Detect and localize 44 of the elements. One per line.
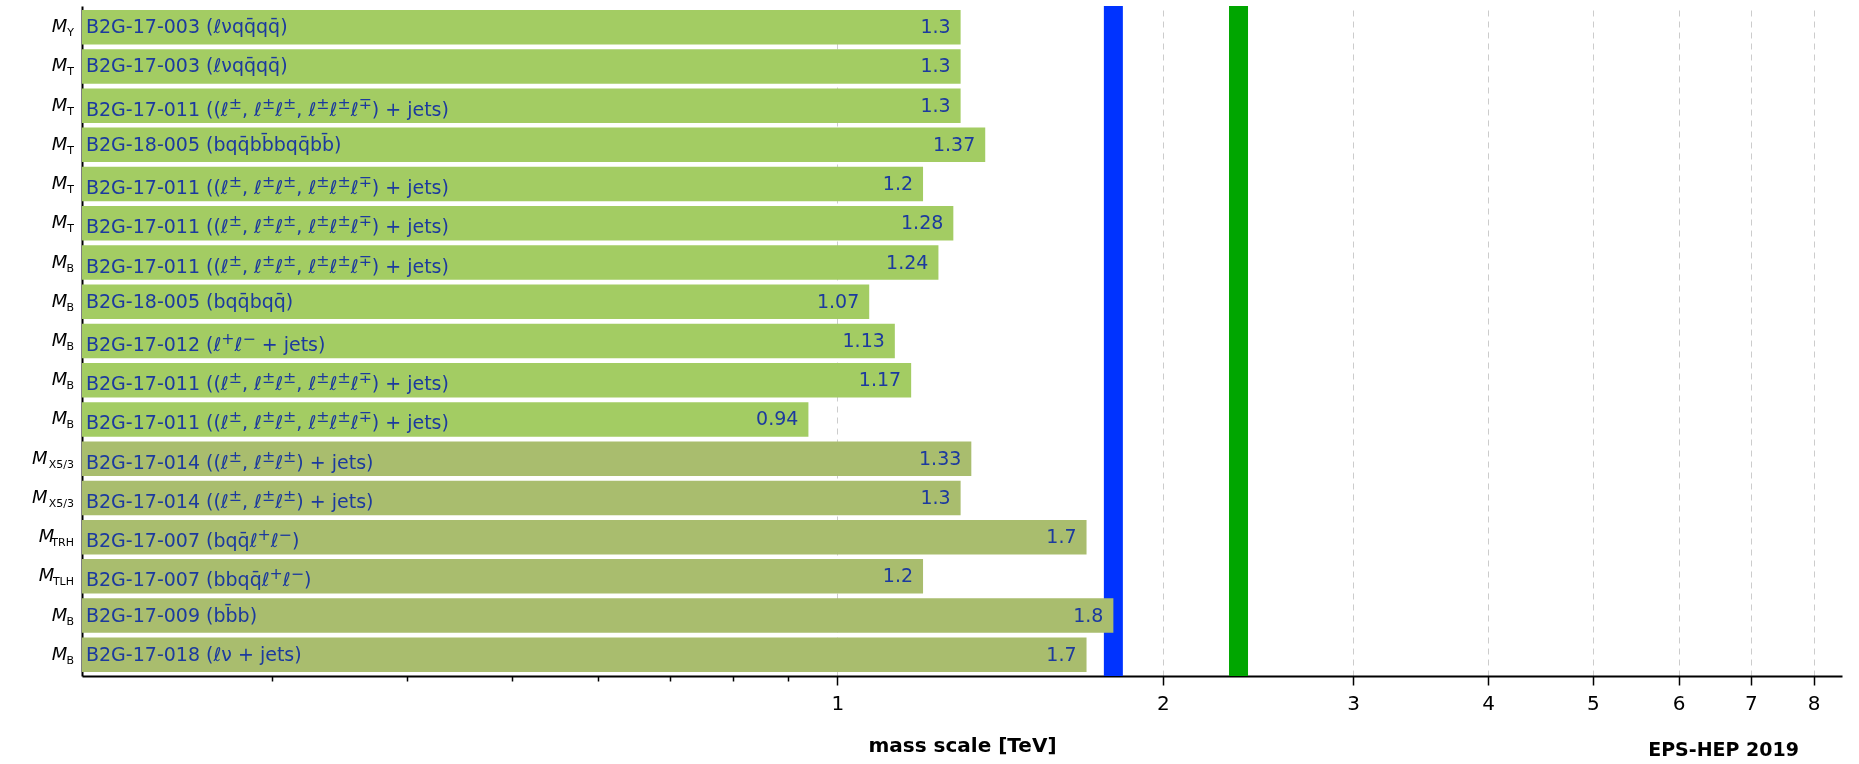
text: B2G-17-011 ((ℓ$^{±}$, ℓ$^{±}$ℓ$^{±}$, ℓ$^{±}$ℓ$^{±}$ℓ$^{∓}$) + jets) [86,211,449,238]
x-tick-label: 3 [1347,690,1361,715]
data-label: 1.7 [1046,642,1077,665]
data-label: 1.37 [932,132,976,155]
text: B2G-17-011 ((ℓ$^{±}$, ℓ$^{±}$ℓ$^{±}$, ℓ$^{±}$ℓ$^{±}$ℓ$^{∓}$) + jets) [86,250,449,277]
data-label: 1.3 [920,54,951,77]
annotation: B2G-18-005 (bqq̄bqq̄) [86,289,294,312]
annotation: B2G-17-007 (bbqq̄ℓ$^{+}$ℓ$^{−}$) [86,564,312,591]
data-label: 1.2 [882,564,914,587]
annotation: B2G-17-012 (ℓ$^{+}$ℓ$^{−}$ + jets) [86,329,326,356]
text: B2G-17-011 ((ℓ$^{±}$, ℓ$^{±}$ℓ$^{±}$, ℓ$^{±}$ℓ$^{±}$ℓ$^{∓}$) + jets) [86,407,449,434]
data-label: 0.94 [756,407,799,430]
annotation: B2G-17-003 (ℓνqq̄qq̄) [86,15,288,38]
data-label: 1.17 [858,368,902,391]
x-tick-label: 1 [831,690,845,715]
x-tick-label: 8 [1807,690,1821,715]
x-tick-label: 4 [1482,690,1496,715]
data-label: 1.3 [920,485,951,508]
data-label: 1.8 [1073,603,1104,626]
annotation: B2G-17-018 (ℓν + jets) [86,642,302,665]
x-tick-label: 7 [1745,690,1758,715]
x-tick-label: 5 [1587,690,1600,715]
annotation: B2G-17-009 (bb̄b) [86,603,258,626]
x-axis-title: mass scale [TeV] [868,732,1057,757]
x-tick-label: 2 [1156,690,1170,715]
annotation: B2G-17-003 (ℓνqq̄qq̄) [86,54,288,77]
text: B2G-17-011 ((ℓ$^{±}$, ℓ$^{±}$ℓ$^{±}$, ℓ$^{±}$ℓ$^{±}$ℓ$^{∓}$) + jets) [86,368,449,395]
data-label: 1.07 [816,289,860,312]
data-label: 1.24 [886,250,929,273]
data-label: 1.3 [920,93,951,116]
data-label: 1.13 [842,329,885,351]
data-label: 1.33 [919,446,962,469]
annotation: B2G-17-014 ((ℓ$^{±}$, ℓ$^{±}$ℓ$^{±}$) + jets) [86,485,374,513]
text: B2G-17-011 ((ℓ$^{±}$, ℓ$^{±}$ℓ$^{±}$, ℓ$^{±}$ℓ$^{±}$ℓ$^{∓}$) + jets) [86,93,449,120]
data-label: 1.7 [1046,525,1077,548]
annotation: B2G-18-005 (bqq̄bb̄bqq̄bb̄) [86,132,342,155]
data-label: 1.28 [901,211,944,234]
text: B2G-17-011 ((ℓ$^{±}$, ℓ$^{±}$ℓ$^{±}$, ℓ$^{±}$ℓ$^{±}$ℓ$^{∓}$) + jets) [86,172,449,199]
text: EPS-HEP 2019 [1648,738,1799,760]
annotation: B2G-17-014 ((ℓ$^{±}$, ℓ$^{±}$ℓ$^{±}$) + jets) [86,446,374,473]
data-label: 1.3 [920,15,951,38]
annotation: B2G-17-007 (bqq̄ℓ$^{+}$ℓ$^{−}$) [86,525,300,552]
data-label: 1.2 [882,172,914,195]
x-tick-label: 6 [1672,690,1686,715]
